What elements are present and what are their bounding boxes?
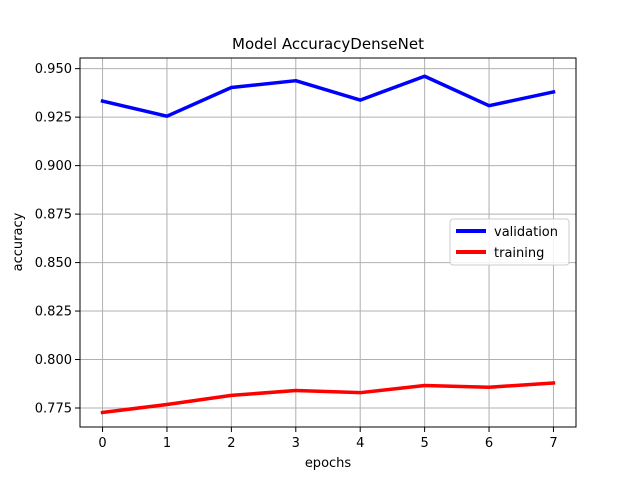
y-tick-label: 0.850 [35,256,72,271]
y-tick-label: 0.775 [35,401,72,416]
axis-ticks: 0 1 2 3 4 5 6 7 0.775 0.800 0.825 0.850 0.875 0.900 0.… [35,62,558,451]
grid [80,58,576,427]
x-axis-label: epochs [305,456,352,471]
y-tick-label: 0.875 [35,208,72,223]
x-tick-label: 6 [485,436,493,451]
y-tick-label: 0.800 [35,353,72,368]
y-tick-label: 0.950 [35,62,72,77]
y-tick-label: 0.825 [35,305,72,320]
x-tick-label: 3 [292,436,300,451]
y-tick-label: 0.900 [35,159,72,174]
y-tick-label: 0.925 [35,111,72,126]
x-tick-label: 1 [163,436,171,451]
legend: validation training [449,218,570,266]
x-tick-label: 7 [549,436,557,451]
x-tick-label: 4 [356,436,364,451]
training-series-line [100,381,556,415]
y-axis-label: accuracy [11,212,26,271]
validation-series-line [100,74,556,118]
legend-training-label: training [494,246,544,261]
legend-validation-label: validation [494,225,558,240]
x-tick-label: 0 [98,436,106,451]
chart-title: Model AccuracyDenseNet [232,35,424,53]
x-tick-label: 2 [227,436,235,451]
series-lines [100,74,556,415]
plot-frame [79,57,577,428]
x-tick-label: 5 [420,436,428,451]
